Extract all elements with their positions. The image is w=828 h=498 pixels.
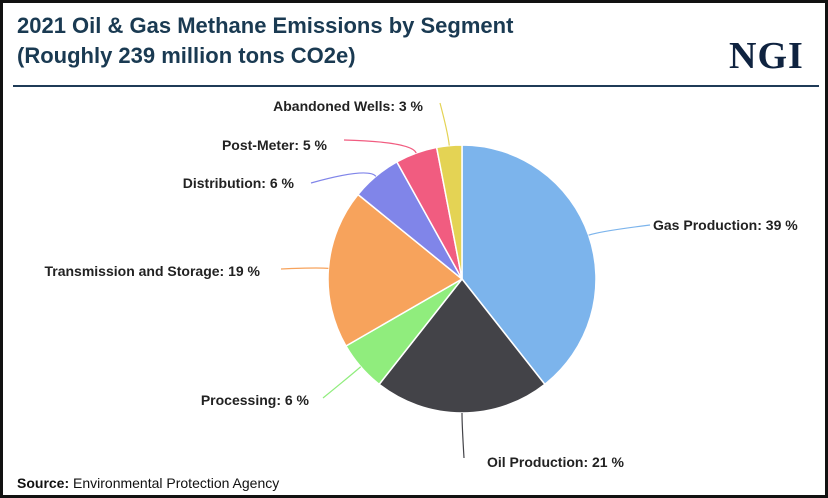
ngi-logo: NGI: [729, 35, 804, 77]
pie-slice-abandoned-wells: [435, 144, 463, 280]
slice-label: Distribution: 6 %: [183, 175, 295, 191]
slice-label: Gas Production: 39 %: [653, 217, 798, 233]
connector-line: [588, 224, 651, 236]
slice-label: Oil Production: 21 %: [487, 454, 624, 470]
connector-line: [461, 412, 465, 459]
slice-label: Processing: 6 %: [201, 392, 310, 408]
pie-slice-gas-production: [461, 144, 597, 386]
slice-label: Post-Meter: 5 %: [222, 137, 328, 153]
slice-label: Abandoned Wells: 3 %: [273, 98, 423, 114]
connector-line: [310, 172, 377, 184]
source-label: Source:: [17, 475, 70, 491]
chart-title: 2021 Oil & Gas Methane Emissions by Segm…: [17, 11, 513, 71]
source-note: Source: Environmental Protection Agency: [17, 475, 279, 491]
pie-slice-transmission-and-storage: [327, 193, 464, 348]
pie-slice-oil-production: [378, 277, 546, 414]
title-line-1: 2021 Oil & Gas Methane Emissions by Segm…: [17, 13, 514, 38]
connector-line: [322, 366, 362, 399]
source-text: Environmental Protection Agency: [73, 475, 280, 491]
header-divider: [13, 85, 819, 87]
title-line-2: (Roughly 239 million tons CO2e): [17, 43, 356, 68]
connector-line: [439, 102, 450, 146]
connector-line: [280, 267, 329, 270]
pie-chart: Gas Production: 39 % Oil Production: 21 %…: [44, 98, 798, 470]
slice-label: Transmission and Storage: 19 %: [44, 263, 260, 279]
connector-line: [343, 139, 417, 154]
